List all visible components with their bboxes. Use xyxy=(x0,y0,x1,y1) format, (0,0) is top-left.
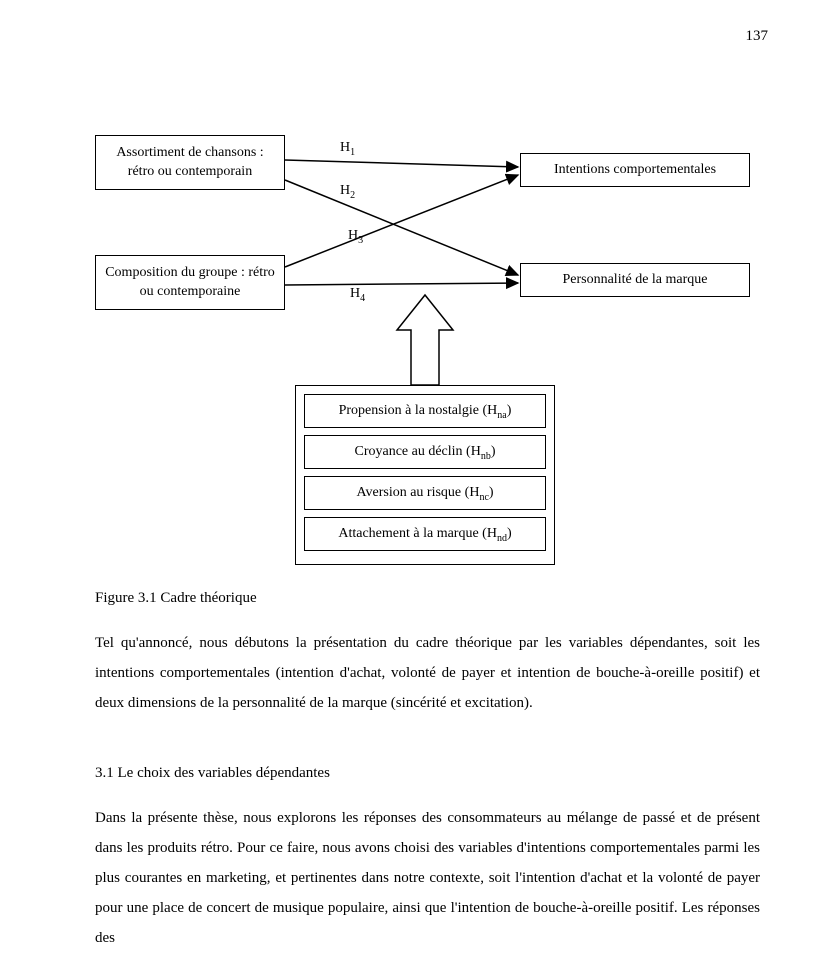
moderator-nostalgie: Propension à la nostalgie (Hna) xyxy=(304,394,546,428)
moderator-risque: Aversion au risque (Hnc) xyxy=(304,476,546,510)
node-personnalite: Personnalité de la marque xyxy=(520,263,750,297)
moderators-box: Propension à la nostalgie (Hna) Croyance… xyxy=(295,385,555,565)
moderator-attachement: Attachement à la marque (Hnd) xyxy=(304,517,546,551)
node-composition: Composition du groupe : rétro ou contemp… xyxy=(95,255,285,310)
moderator-arrow xyxy=(397,295,453,385)
node-intentions: Intentions comportementales xyxy=(520,153,750,187)
node-assortiment: Assortiment de chansons : rétro ou conte… xyxy=(95,135,285,190)
edge-label-h2: H2 xyxy=(340,183,355,201)
edge-label-h3: H3 xyxy=(348,228,363,246)
edge-label-h1: H1 xyxy=(340,140,355,158)
moderator-declin: Croyance au déclin (Hnb) xyxy=(304,435,546,469)
figure-diagram: Assortiment de chansons : rétro ou conte… xyxy=(95,135,760,575)
paragraph-section: Dans la présente thèse, nous explorons l… xyxy=(95,803,760,953)
figure-caption: Figure 3.1 Cadre théorique xyxy=(95,590,257,607)
page-number: 137 xyxy=(746,28,769,45)
section-heading: 3.1 Le choix des variables dépendantes xyxy=(95,765,330,782)
paragraph-intro: Tel qu'annoncé, nous débutons la présent… xyxy=(95,628,760,718)
edge-label-h4: H4 xyxy=(350,286,365,304)
